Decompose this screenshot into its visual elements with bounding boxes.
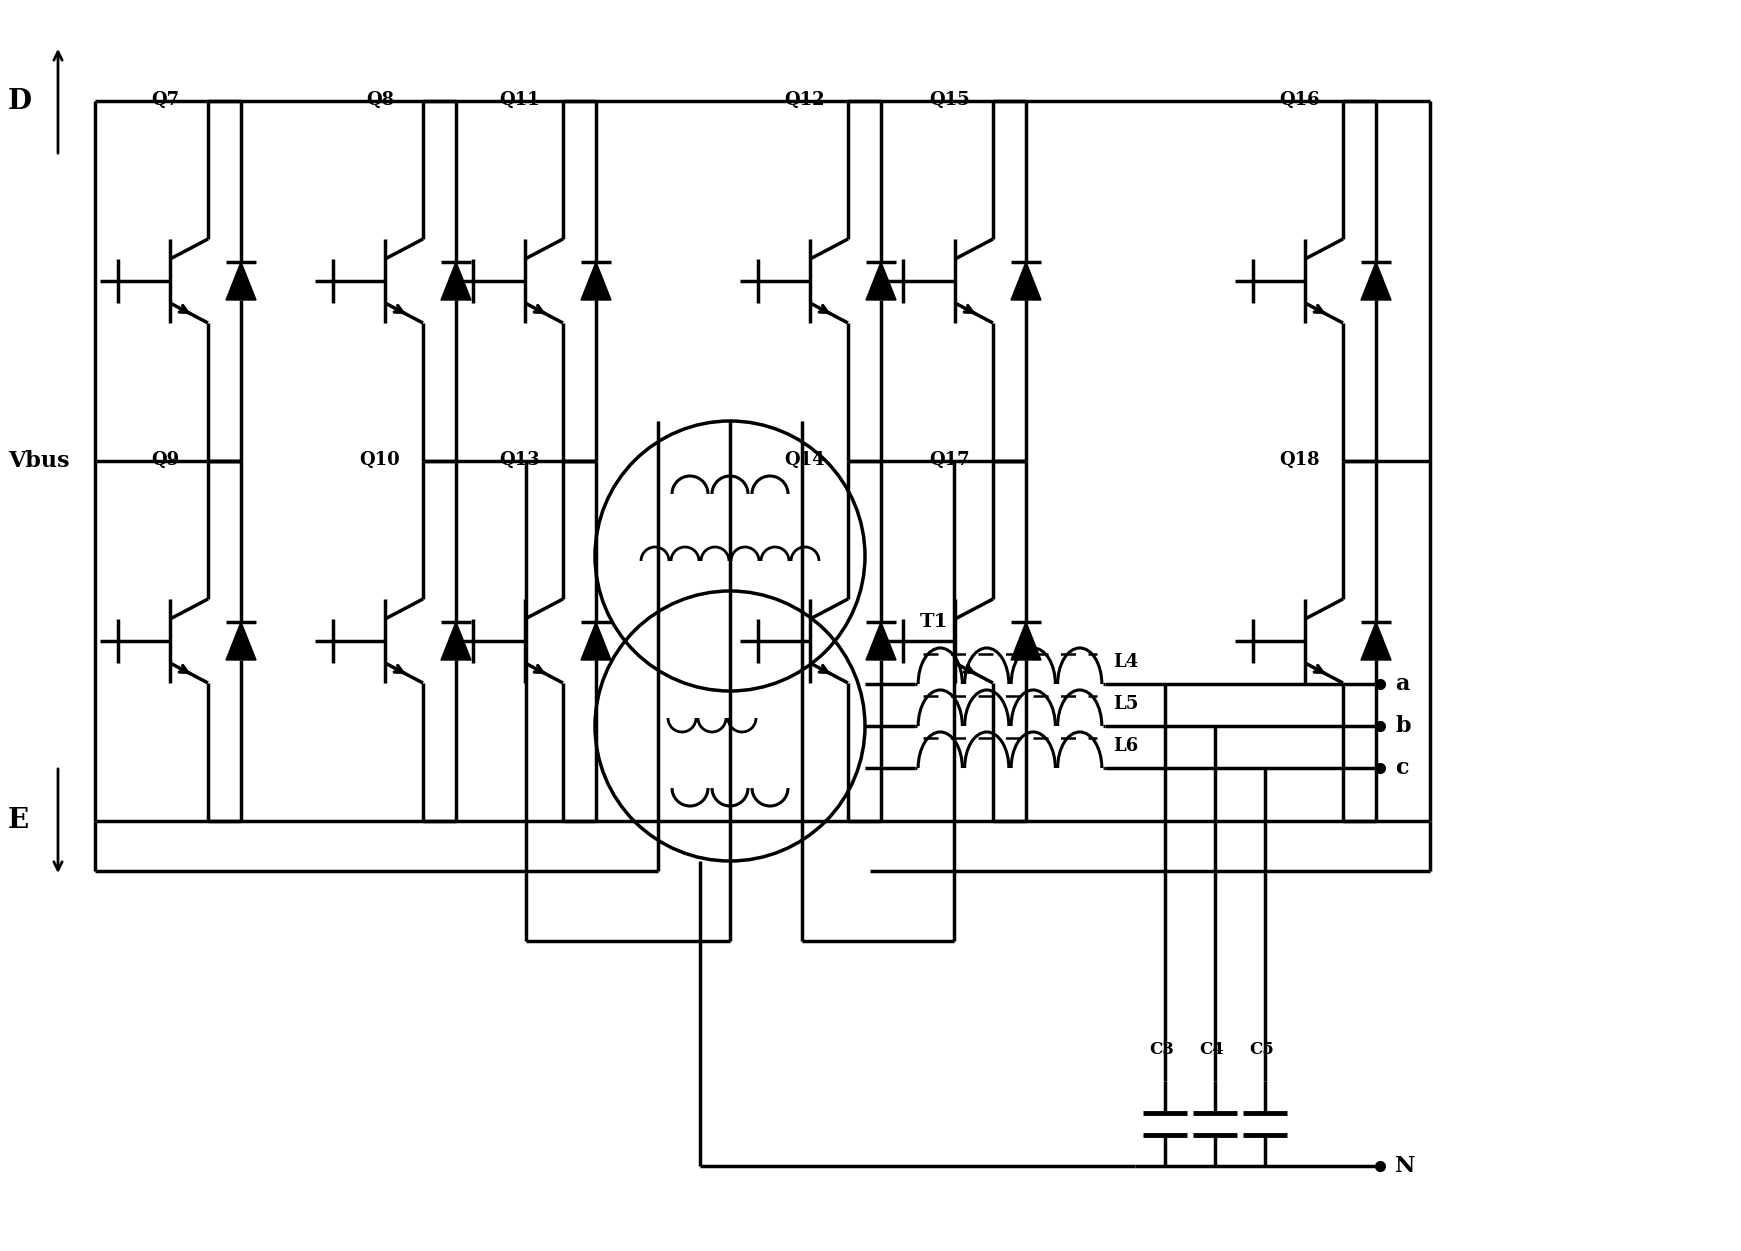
Polygon shape [440,261,472,300]
Polygon shape [581,261,611,300]
Text: Q14: Q14 [785,452,825,469]
Text: Vbus: Vbus [9,450,70,472]
Polygon shape [865,261,897,300]
Text: b: b [1395,716,1410,737]
Polygon shape [865,622,897,661]
Text: Q7: Q7 [151,91,179,109]
Text: Q11: Q11 [500,91,540,109]
Text: Q18: Q18 [1280,452,1320,469]
Text: T1: T1 [919,613,949,631]
Text: C3: C3 [1149,1041,1175,1058]
Polygon shape [226,261,256,300]
Text: a: a [1395,673,1410,696]
Text: Q16: Q16 [1280,91,1320,109]
Text: Q12: Q12 [785,91,825,109]
Polygon shape [440,622,472,661]
Text: C5: C5 [1250,1041,1274,1058]
Text: L4: L4 [1112,653,1139,671]
Text: C4: C4 [1200,1041,1224,1058]
Polygon shape [1361,261,1391,300]
Text: Q8: Q8 [366,91,393,109]
Polygon shape [226,622,256,661]
Text: c: c [1395,757,1408,779]
Text: E: E [9,807,30,834]
Text: Q17: Q17 [930,452,970,469]
Text: L6: L6 [1112,737,1139,756]
Polygon shape [1361,622,1391,661]
Polygon shape [1012,622,1041,661]
Text: Q10: Q10 [360,452,400,469]
Text: Q13: Q13 [500,452,540,469]
Text: Q15: Q15 [930,91,970,109]
Polygon shape [581,622,611,661]
Text: N: N [1395,1155,1415,1177]
Text: L5: L5 [1112,696,1139,713]
Text: Q9: Q9 [151,452,179,469]
Polygon shape [1012,261,1041,300]
Text: D: D [9,88,31,115]
